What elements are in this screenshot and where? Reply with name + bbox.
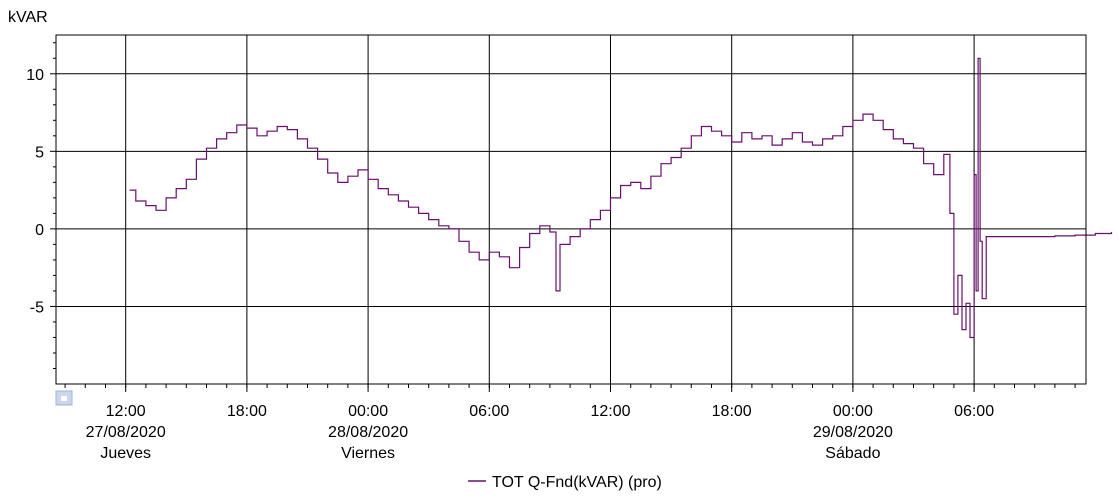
legend: TOT Q-Fnd(kVAR) (pro) xyxy=(468,474,662,491)
grid xyxy=(56,35,1086,384)
x-tick-time-label: 00:00 xyxy=(348,403,388,420)
y-tick-label: -5 xyxy=(30,299,44,316)
x-tick-time-label: 00:00 xyxy=(833,403,873,420)
plot-frame xyxy=(55,34,1087,385)
x-tick-time-label: 18:00 xyxy=(227,403,267,420)
x-tick-date-label: 29/08/2020 xyxy=(813,424,893,441)
y-tick-label: 10 xyxy=(26,67,44,84)
x-tick-day-label: Jueves xyxy=(100,445,151,462)
x-tick-time-label: 06:00 xyxy=(469,403,509,420)
scroll-handle-icon[interactable] xyxy=(55,390,73,406)
y-tick-label: 0 xyxy=(35,222,44,239)
y-axis-unit-label: kVAR xyxy=(8,9,48,26)
x-tick-date-label: 27/08/2020 xyxy=(86,424,166,441)
x-tick-day-label: Viernes xyxy=(341,445,395,462)
x-tick-date-label: 28/08/2020 xyxy=(328,424,408,441)
x-tick-time-label: 18:00 xyxy=(712,403,752,420)
x-tick-day-label: Sábado xyxy=(825,445,880,462)
x-tick-time-label: 06:00 xyxy=(954,403,994,420)
series-line-0 xyxy=(129,57,1113,339)
x-tick-time-label: 12:00 xyxy=(590,403,630,420)
x-axis-ticks: 12:00 27/08/2020 Jueves 18:00 00:00 28/08/202… xyxy=(64,384,1076,462)
series-layer xyxy=(129,57,1113,339)
legend-label: TOT Q-Fnd(kVAR) (pro) xyxy=(492,474,662,491)
y-tick-label: 5 xyxy=(35,144,44,161)
y-axis-ticks: -5 0 5 10 xyxy=(26,42,56,369)
x-tick-time-label: 12:00 xyxy=(106,403,146,420)
